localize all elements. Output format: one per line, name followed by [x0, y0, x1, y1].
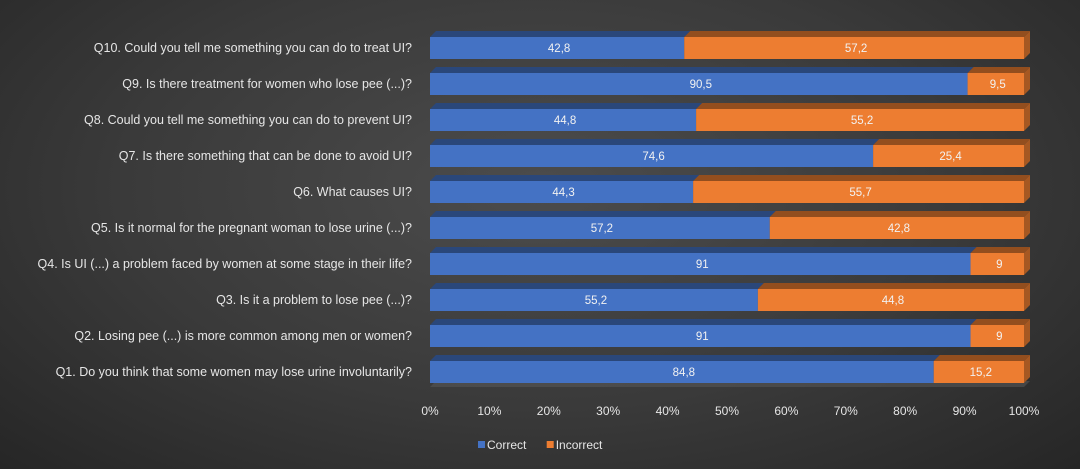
- bar-side-face: [1024, 67, 1030, 95]
- bar-incorrect: [769, 217, 1024, 239]
- legend-label: Correct: [487, 438, 527, 452]
- data-label: 91: [696, 259, 709, 271]
- data-label: 9: [996, 259, 1002, 271]
- data-label: 74,6: [642, 151, 664, 163]
- legend-swatch: [546, 441, 554, 448]
- bar-incorrect: [696, 109, 1024, 131]
- x-tick-label: 30%: [596, 404, 620, 418]
- bar-side-face: [1024, 31, 1030, 59]
- data-label: 15,2: [970, 367, 992, 379]
- bar-top-face: [684, 31, 1030, 37]
- data-label: 44,8: [882, 295, 904, 307]
- category-label: Q5. Is it normal for the pregnant woman …: [91, 221, 412, 235]
- bar-top-face: [933, 355, 1030, 361]
- category-label: Q4. Is UI (...) a problem faced by women…: [38, 257, 413, 271]
- data-label: 42,8: [548, 43, 570, 55]
- x-tick-label: 10%: [477, 404, 501, 418]
- bar-incorrect: [873, 145, 1024, 167]
- data-label: 55,2: [851, 115, 873, 127]
- bar-top-face: [430, 283, 764, 289]
- bar-top-face: [967, 67, 1030, 73]
- bar-correct: [430, 289, 758, 311]
- data-label: 84,8: [673, 367, 695, 379]
- category-label: Q10. Could you tell me something you can…: [94, 41, 412, 55]
- bar-correct: [430, 181, 694, 203]
- bar-top-face: [430, 355, 940, 361]
- x-tick-label: 60%: [774, 404, 798, 418]
- bar-incorrect: [970, 253, 1024, 275]
- x-tick-label: 80%: [893, 404, 917, 418]
- x-tick-label: 100%: [1009, 404, 1040, 418]
- x-tick-label: 20%: [537, 404, 561, 418]
- x-tick-label: 40%: [656, 404, 680, 418]
- bar-top-face: [430, 31, 691, 37]
- bar-top-face: [696, 103, 1030, 109]
- bar-top-face: [693, 175, 1030, 181]
- bar-side-face: [1024, 283, 1030, 311]
- data-label: 55,2: [585, 295, 607, 307]
- bar-top-face: [430, 175, 700, 181]
- bar-incorrect: [684, 37, 1024, 59]
- bar-correct: [430, 109, 697, 131]
- bar-correct: [430, 361, 934, 383]
- bar-side-face: [1024, 211, 1030, 239]
- data-label: 25,4: [939, 151, 962, 163]
- bar-top-face: [430, 247, 977, 253]
- category-label: Q3. Is it a problem to lose pee (...)?: [216, 293, 412, 307]
- data-label: 55,7: [849, 187, 871, 199]
- bar-top-face: [430, 211, 776, 217]
- category-label: Q2. Losing pee (...) is more common amon…: [74, 329, 412, 343]
- bar-correct: [430, 253, 971, 275]
- bar-side-face: [1024, 139, 1030, 167]
- bar-incorrect: [757, 289, 1024, 311]
- bar-top-face: [769, 211, 1030, 217]
- bar-side-face: [1024, 247, 1030, 275]
- legend-label: Incorrect: [556, 438, 603, 452]
- category-label: Q1. Do you think that some women may los…: [56, 365, 412, 379]
- bar-top-face: [970, 247, 1030, 253]
- x-tick-label: 70%: [834, 404, 858, 418]
- category-label: Q8. Could you tell me something you can …: [84, 113, 412, 127]
- data-label: 57,2: [845, 43, 867, 55]
- data-label: 90,5: [690, 79, 712, 91]
- category-label: Q6. What causes UI?: [293, 185, 412, 199]
- data-label: 9: [996, 331, 1002, 343]
- bar-incorrect: [693, 181, 1024, 203]
- data-label: 44,3: [552, 187, 574, 199]
- category-label: Q9. Is there treatment for women who los…: [122, 77, 412, 91]
- bar-side-face: [1024, 103, 1030, 131]
- bar-correct: [430, 37, 685, 59]
- bar-incorrect: [967, 73, 1024, 95]
- bar-correct: [430, 145, 874, 167]
- bar-side-face: [1024, 355, 1030, 383]
- bar-top-face: [430, 103, 703, 109]
- bar-top-face: [970, 319, 1030, 325]
- bar-top-face: [757, 283, 1030, 289]
- legend-swatch: [478, 441, 485, 448]
- bar-correct: [430, 217, 770, 239]
- data-label: 91: [696, 331, 709, 343]
- data-label: 9,5: [990, 79, 1006, 91]
- x-tick-label: 0%: [421, 404, 439, 418]
- bar-side-face: [1024, 319, 1030, 347]
- bar-incorrect: [970, 325, 1024, 347]
- bar-side-face: [1024, 175, 1030, 203]
- bar-top-face: [430, 67, 974, 73]
- category-label: Q7. Is there something that can be done …: [119, 149, 412, 163]
- bar-top-face: [430, 319, 977, 325]
- bar-top-face: [873, 139, 1030, 145]
- x-tick-label: 90%: [953, 404, 977, 418]
- x-tick-label: 50%: [715, 404, 739, 418]
- bar-incorrect: [933, 361, 1024, 383]
- bar-correct: [430, 73, 968, 95]
- data-label: 44,8: [554, 115, 576, 127]
- data-label: 42,8: [888, 223, 910, 235]
- bar-correct: [430, 325, 971, 347]
- data-label: 57,2: [591, 223, 613, 235]
- bar-top-face: [430, 139, 880, 145]
